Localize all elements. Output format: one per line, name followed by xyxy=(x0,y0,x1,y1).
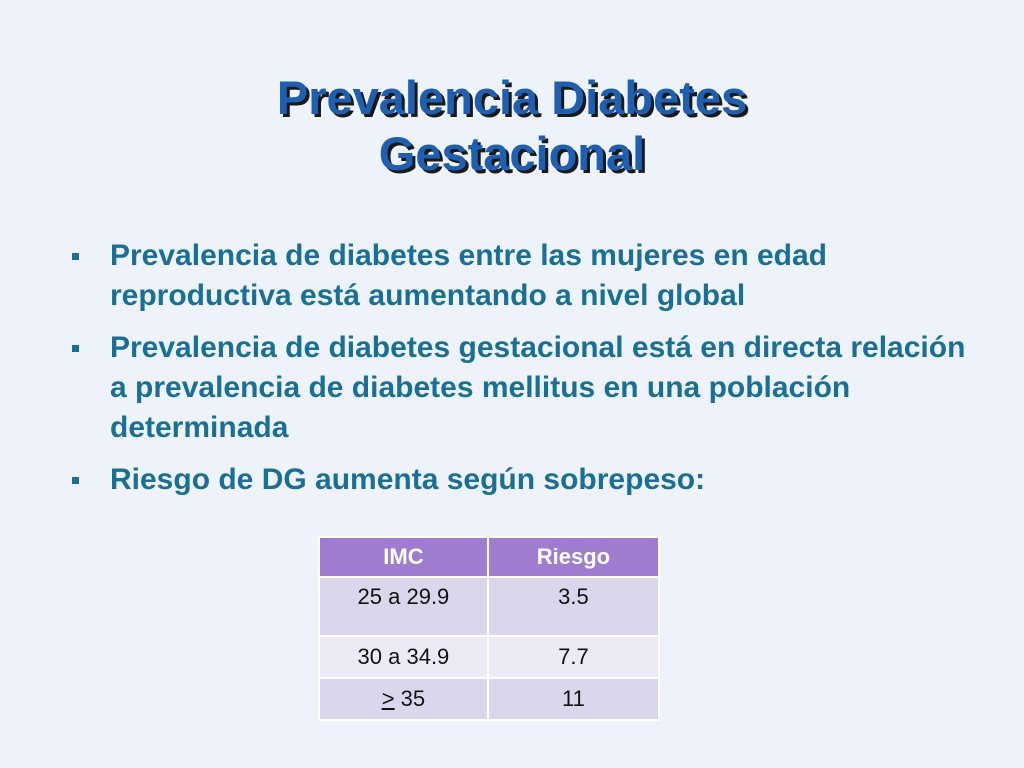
bullet-item: Prevalencia de diabetes entre las mujere… xyxy=(68,236,968,316)
cell-riesgo: 11 xyxy=(486,677,661,721)
cell-riesgo: 7.7 xyxy=(486,635,661,679)
square-bullet-icon xyxy=(72,253,79,260)
table-row: 25 a 29.9 3.5 xyxy=(318,576,661,637)
cell-imc: 25 a 29.9 xyxy=(318,576,489,637)
cell-riesgo: 3.5 xyxy=(486,576,661,637)
title-line-1: Prevalencia Diabetes xyxy=(276,71,748,124)
greater-equal-symbol: > xyxy=(381,686,395,711)
square-bullet-icon xyxy=(72,345,79,352)
table-row: > 35 11 xyxy=(318,677,661,721)
slide-title: Prevalencia Diabetes Gestacional xyxy=(0,70,1024,182)
bullet-text: Riesgo de DG aumenta según sobrepeso: xyxy=(110,463,706,496)
bullet-text: Prevalencia de diabetes gestacional está… xyxy=(110,331,966,444)
table-row: 30 a 34.9 7.7 xyxy=(318,635,661,679)
header-imc: IMC xyxy=(318,536,489,578)
bullet-text: Prevalencia de diabetes entre las mujere… xyxy=(110,239,828,312)
cell-imc: 30 a 34.9 xyxy=(318,635,489,679)
table-header-row: IMC Riesgo xyxy=(318,536,661,578)
bullet-item: Prevalencia de diabetes gestacional está… xyxy=(68,328,968,448)
square-bullet-icon xyxy=(72,477,79,484)
header-riesgo: Riesgo xyxy=(486,536,661,578)
bullet-list: Prevalencia de diabetes entre las mujere… xyxy=(68,236,968,512)
cell-imc: > 35 xyxy=(318,677,489,721)
imc-risk-table: IMC Riesgo 25 a 29.9 3.5 30 a 34.9 7.7 >… xyxy=(318,536,661,721)
cell-imc-value: 35 xyxy=(400,686,426,711)
title-line-2: Gestacional xyxy=(378,127,646,180)
bullet-item: Riesgo de DG aumenta según sobrepeso: xyxy=(68,460,968,500)
